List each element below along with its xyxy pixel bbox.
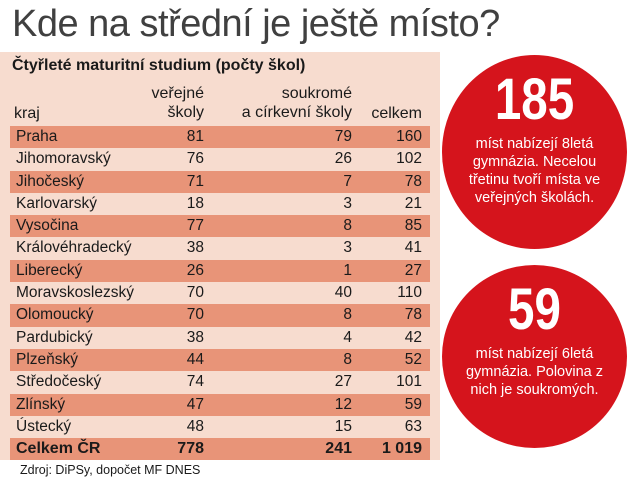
cell-verejne: 70 — [186, 284, 204, 302]
column-header-celkem: celkem — [371, 105, 422, 122]
column-header-soukrome-line1: soukromé — [281, 85, 352, 102]
cell-verejne: 81 — [186, 128, 204, 145]
cell-kraj: Zlínský — [16, 395, 66, 413]
column-header-soukrome: soukromé a církevní školy — [218, 84, 352, 122]
table-row: Karlovarský 18 3 21 — [10, 193, 430, 215]
cell-verejne: 44 — [186, 350, 204, 368]
cell-kraj: Pardubický — [16, 328, 93, 346]
callout-8leta-gymnazia: 185 míst nabízejí 8letá gymnázia. Necelo… — [442, 55, 627, 249]
cell-verejne: 18 — [186, 194, 204, 212]
cell-verejne: 38 — [186, 239, 204, 257]
cell-soukrome: 3 — [343, 239, 352, 257]
callout-number: 59 — [508, 277, 561, 342]
cell-celkem: 42 — [404, 328, 422, 346]
cell-kraj: Plzeňský — [16, 350, 79, 368]
cell-verejne: 74 — [186, 373, 204, 391]
cell-celkem: 21 — [404, 194, 422, 212]
total-cell-verejne: 778 — [177, 440, 204, 458]
table-row: Pardubický 38 4 42 — [10, 327, 430, 349]
table-row: Ústecký 48 15 63 — [10, 416, 430, 438]
cell-verejne: 48 — [186, 417, 204, 435]
cell-soukrome: 4 — [343, 328, 352, 346]
cell-soukrome: 15 — [334, 417, 352, 435]
cell-soukrome: 7 — [343, 172, 352, 190]
table-row: Liberecký 26 1 27 — [10, 259, 430, 283]
table-panel — [0, 52, 440, 460]
table-row: Středočeský 74 27 101 — [10, 371, 430, 393]
cell-soukrome: 8 — [343, 217, 352, 235]
cell-verejne: 26 — [186, 261, 204, 279]
cell-soukrome: 8 — [343, 306, 352, 324]
cell-soukrome: 8 — [343, 350, 352, 368]
table-row: Olomoucký 70 8 78 — [10, 304, 430, 327]
cell-verejne: 38 — [186, 328, 204, 346]
cell-celkem: 85 — [404, 217, 422, 235]
cell-kraj: Středočeský — [16, 373, 102, 391]
cell-kraj: Královéhradecký — [16, 239, 132, 257]
table-row: Jihomoravský 76 26 102 — [10, 148, 430, 170]
cell-verejne: 70 — [186, 306, 204, 324]
data-table: Praha 81 79 160 Jihomoravský 76 26 102 Jihočeský… — [10, 126, 430, 461]
cell-celkem: 27 — [404, 261, 422, 279]
cell-kraj: Olomoucký — [16, 306, 94, 324]
column-header-soukrome-line2: a církevní školy — [241, 104, 352, 121]
table-row: Zlínský 47 12 59 — [10, 393, 430, 416]
cell-verejne: 47 — [186, 395, 204, 413]
total-cell-celkem: 1 019 — [381, 440, 422, 458]
cell-celkem: 78 — [404, 306, 422, 324]
cell-soukrome: 26 — [334, 150, 352, 168]
page-title: Kde na střední je ještě místo? — [12, 3, 500, 45]
cell-verejne: 71 — [186, 172, 204, 190]
cell-kraj: Liberecký — [16, 261, 83, 279]
callout-text: míst nabízejí 6letá gymnázia. Polovina z… — [465, 346, 603, 398]
callout-6leta-gymnazia: 59 míst nabízejí 6letá gymnázia. Polovin… — [442, 265, 627, 448]
cell-verejne: 77 — [186, 217, 204, 235]
total-cell-kraj: Celkem ČR — [16, 440, 101, 458]
column-header-verejne-line1: veřejné — [151, 85, 204, 102]
cell-celkem: 41 — [404, 239, 422, 257]
cell-soukrome: 40 — [334, 284, 352, 302]
cell-verejne: 76 — [186, 150, 204, 168]
table-row: Vysočina 77 8 85 — [10, 215, 430, 238]
table-row: Plzeňský 44 8 52 — [10, 348, 430, 372]
cell-celkem: 63 — [404, 417, 422, 435]
table-row: Moravskoslezský 70 40 110 — [10, 282, 430, 304]
cell-soukrome: 3 — [343, 194, 352, 212]
column-header-verejne: veřejné školy — [148, 84, 204, 122]
table-subtitle: Čtyřleté maturitní studium (počty škol) — [12, 57, 306, 74]
table-row: Královéhradecký 38 3 41 — [10, 237, 430, 259]
table-row: Praha 81 79 160 — [10, 126, 430, 149]
cell-soukrome: 1 — [343, 261, 352, 279]
cell-kraj: Jihomoravský — [16, 150, 111, 168]
cell-kraj: Moravskoslezský — [16, 284, 134, 302]
callout-number: 185 — [494, 67, 575, 132]
column-header-verejne-line2: školy — [167, 104, 204, 121]
table-row: Jihočeský 71 7 78 — [10, 170, 430, 193]
cell-soukrome: 12 — [334, 395, 352, 413]
table-total-row: Celkem ČR 778 241 1 019 — [10, 438, 430, 461]
cell-celkem: 160 — [396, 128, 422, 145]
cell-soukrome: 27 — [334, 373, 352, 391]
cell-celkem: 102 — [396, 150, 422, 168]
cell-celkem: 78 — [404, 172, 422, 190]
cell-kraj: Praha — [16, 128, 58, 145]
total-cell-soukrome: 241 — [325, 440, 352, 458]
cell-soukrome: 79 — [334, 128, 352, 145]
cell-celkem: 110 — [397, 284, 422, 302]
cell-celkem: 101 — [396, 373, 422, 391]
cell-kraj: Karlovarský — [16, 194, 97, 212]
cell-celkem: 59 — [404, 395, 422, 413]
callout-text: míst nabízejí 8letá gymnázia. Necelou tř… — [468, 136, 601, 206]
column-header-kraj: kraj — [14, 105, 40, 122]
cell-kraj: Jihočeský — [16, 172, 85, 190]
cell-celkem: 52 — [404, 350, 422, 368]
source-note: Zdroj: DiPSy, dopočet MF DNES — [20, 463, 201, 477]
cell-kraj: Vysočina — [16, 217, 79, 235]
cell-kraj: Ústecký — [16, 417, 72, 435]
